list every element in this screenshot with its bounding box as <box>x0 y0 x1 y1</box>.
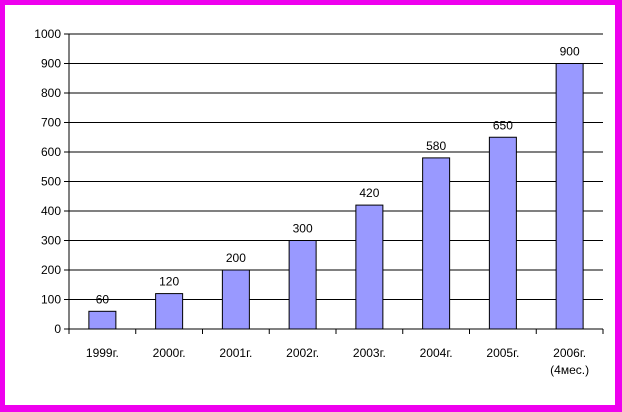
y-tick-label: 0 <box>54 322 61 336</box>
x-tick-label: 2003г. <box>353 346 386 360</box>
bar <box>88 310 117 330</box>
bar <box>355 204 384 330</box>
bar <box>221 269 250 330</box>
bar <box>488 136 517 330</box>
data-label: 580 <box>426 139 446 153</box>
y-tick-label: 600 <box>41 145 61 159</box>
x-tick-label: 2006г. <box>553 346 586 360</box>
x-tick-label: 2005г. <box>486 346 519 360</box>
data-label: 650 <box>493 118 513 132</box>
y-tick-label: 700 <box>41 116 61 130</box>
data-label: 420 <box>359 186 379 200</box>
x-tick-label: 1999г. <box>86 346 119 360</box>
x-tick-label: 2004г. <box>420 346 453 360</box>
x-tick-label: (4мес.) <box>550 363 589 377</box>
y-tick-label: 300 <box>41 234 61 248</box>
data-label: 60 <box>96 292 110 306</box>
data-label: 900 <box>560 45 580 59</box>
y-tick-label: 1000 <box>34 27 61 41</box>
bar <box>422 157 451 330</box>
data-label: 120 <box>159 275 179 289</box>
data-label: 300 <box>293 222 313 236</box>
y-tick-label: 200 <box>41 263 61 277</box>
y-tick-label: 100 <box>41 293 61 307</box>
y-tick-label: 900 <box>41 57 61 71</box>
y-tick-label: 400 <box>41 204 61 218</box>
bar <box>155 293 184 330</box>
x-tick-label: 2000г. <box>153 346 186 360</box>
bar <box>555 63 584 330</box>
x-tick-label: 2001г. <box>219 346 252 360</box>
x-tick-label: 2002г. <box>286 346 319 360</box>
y-tick-label: 500 <box>41 175 61 189</box>
bar <box>288 240 317 330</box>
y-tick-label: 800 <box>41 86 61 100</box>
data-label: 200 <box>226 251 246 265</box>
